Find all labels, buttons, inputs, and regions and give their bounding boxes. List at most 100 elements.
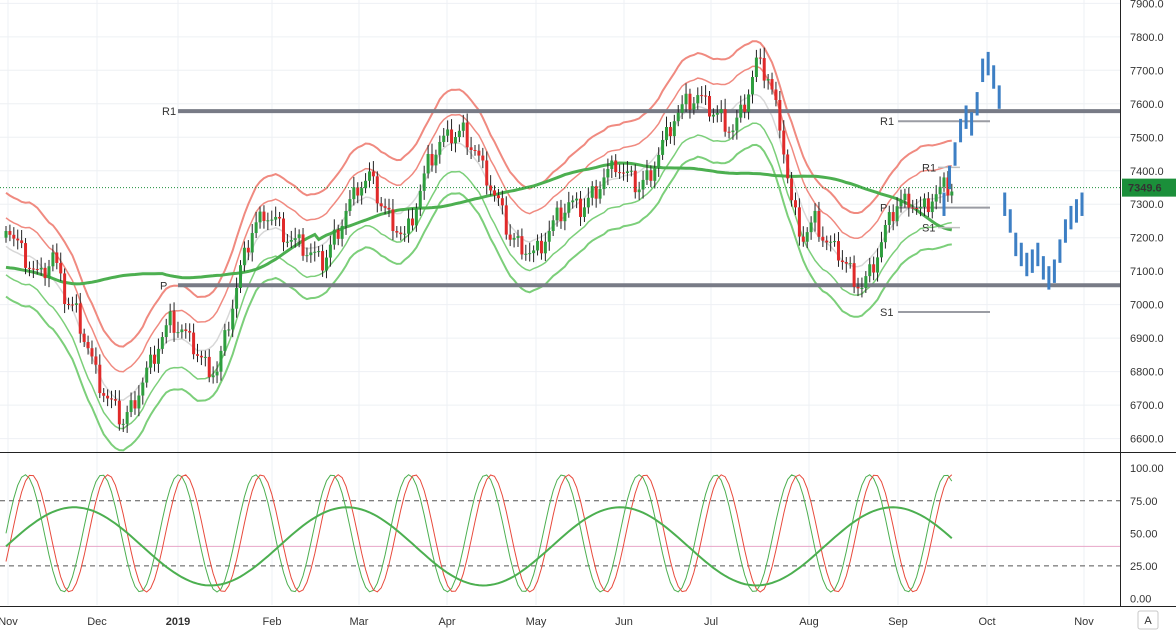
price-tick-label: 6600.0 xyxy=(1130,434,1164,446)
candle-body xyxy=(778,99,782,131)
middle-band xyxy=(5,93,952,401)
candle-body xyxy=(934,194,938,202)
candle-body xyxy=(207,356,211,378)
oscillator-tick-label: 0.00 xyxy=(1130,593,1151,605)
candle-body xyxy=(438,141,442,155)
candle-body xyxy=(633,170,637,193)
candle-body xyxy=(930,201,934,213)
candle-body xyxy=(153,354,157,364)
candle-body xyxy=(915,208,919,210)
candle-body xyxy=(688,93,692,110)
candle-body xyxy=(657,154,661,168)
candle-body xyxy=(457,130,461,138)
candle-body xyxy=(559,207,563,222)
candle-body xyxy=(156,348,160,364)
time-tick-label: Nov xyxy=(0,616,18,628)
candle-body xyxy=(911,207,915,209)
candle-body xyxy=(520,236,524,255)
grid-lines xyxy=(0,0,1120,605)
time-tick-label: Nov xyxy=(1074,616,1094,628)
label-r1-right: R1 xyxy=(880,116,894,128)
candle-body xyxy=(543,241,547,254)
candle-body xyxy=(696,95,700,104)
label-s1-right: S1 xyxy=(880,307,893,319)
oscillator-tick-label: 75.00 xyxy=(1130,496,1158,508)
candle-body xyxy=(461,122,465,131)
candle-body xyxy=(67,304,71,306)
candle-body xyxy=(946,177,950,196)
projection-bars xyxy=(942,51,1084,290)
stochastic-k xyxy=(5,474,953,593)
candle-body xyxy=(938,186,942,195)
upper-band xyxy=(5,40,952,373)
candle-body xyxy=(477,150,481,156)
candle-body xyxy=(90,348,94,357)
time-tick-label: Sep xyxy=(888,616,908,628)
candle-body xyxy=(446,129,450,136)
candle-body xyxy=(704,95,708,97)
candle-body xyxy=(281,218,285,243)
candle-body xyxy=(192,332,196,355)
candle-body xyxy=(508,234,512,240)
candle-body xyxy=(125,412,129,424)
auto-scale-button[interactable] xyxy=(1137,610,1159,630)
candle-body xyxy=(868,264,872,277)
candle-body xyxy=(82,333,86,342)
candle-body xyxy=(844,262,848,264)
candle-body xyxy=(766,79,770,81)
time-tick-label: Dec xyxy=(87,616,107,628)
candle-body xyxy=(51,252,55,267)
candle-body xyxy=(414,208,418,226)
candle-body xyxy=(4,231,8,238)
candle-body xyxy=(770,79,774,90)
candle-body xyxy=(848,263,852,265)
stochastic-panel xyxy=(0,474,1120,593)
candle-body xyxy=(129,400,133,413)
candle-body xyxy=(465,122,469,148)
candle-body xyxy=(485,160,489,186)
candle-body xyxy=(352,187,356,200)
price-tick-label: 7500.0 xyxy=(1130,132,1164,144)
candle-body xyxy=(47,266,51,279)
candle-body xyxy=(98,364,102,394)
candle-body xyxy=(821,236,825,241)
candle-body xyxy=(215,371,219,376)
candle-body xyxy=(375,176,379,204)
candle-body xyxy=(590,186,594,198)
candle-body xyxy=(840,260,844,263)
candle-body xyxy=(121,423,125,425)
time-tick-label: Apr xyxy=(438,616,455,628)
moving-averages xyxy=(5,93,953,401)
candle-body xyxy=(528,253,532,255)
candle-body xyxy=(344,210,348,226)
time-tick-label: 2019 xyxy=(166,616,190,628)
candle-body xyxy=(356,187,360,196)
candle-body xyxy=(242,247,246,266)
candle-body xyxy=(864,276,868,288)
price-tick-label: 7400.0 xyxy=(1130,166,1164,178)
bollinger-lower-outer xyxy=(5,143,952,452)
candle-body xyxy=(160,337,164,349)
candle-body xyxy=(254,222,258,234)
candle-body xyxy=(8,231,12,235)
candle-body xyxy=(391,209,395,232)
candle-body xyxy=(852,263,856,287)
current-price-badge xyxy=(1122,178,1176,197)
candle-body xyxy=(110,398,114,400)
candle-body xyxy=(762,58,766,81)
candle-body xyxy=(719,109,723,113)
candle-body xyxy=(340,225,344,239)
candle-body xyxy=(692,103,696,110)
label-p-right: P xyxy=(880,203,887,215)
price-tick-label: 7300.0 xyxy=(1130,199,1164,211)
candle-body xyxy=(887,212,891,225)
label-s1b-right: S1 xyxy=(922,223,935,235)
candle-body xyxy=(532,250,536,254)
candle-body xyxy=(133,400,137,409)
candle-body xyxy=(610,160,614,169)
candle-body xyxy=(797,207,801,237)
label-r1b-right: R1 xyxy=(922,162,936,174)
candle-body xyxy=(59,262,63,274)
candle-body xyxy=(12,234,16,239)
